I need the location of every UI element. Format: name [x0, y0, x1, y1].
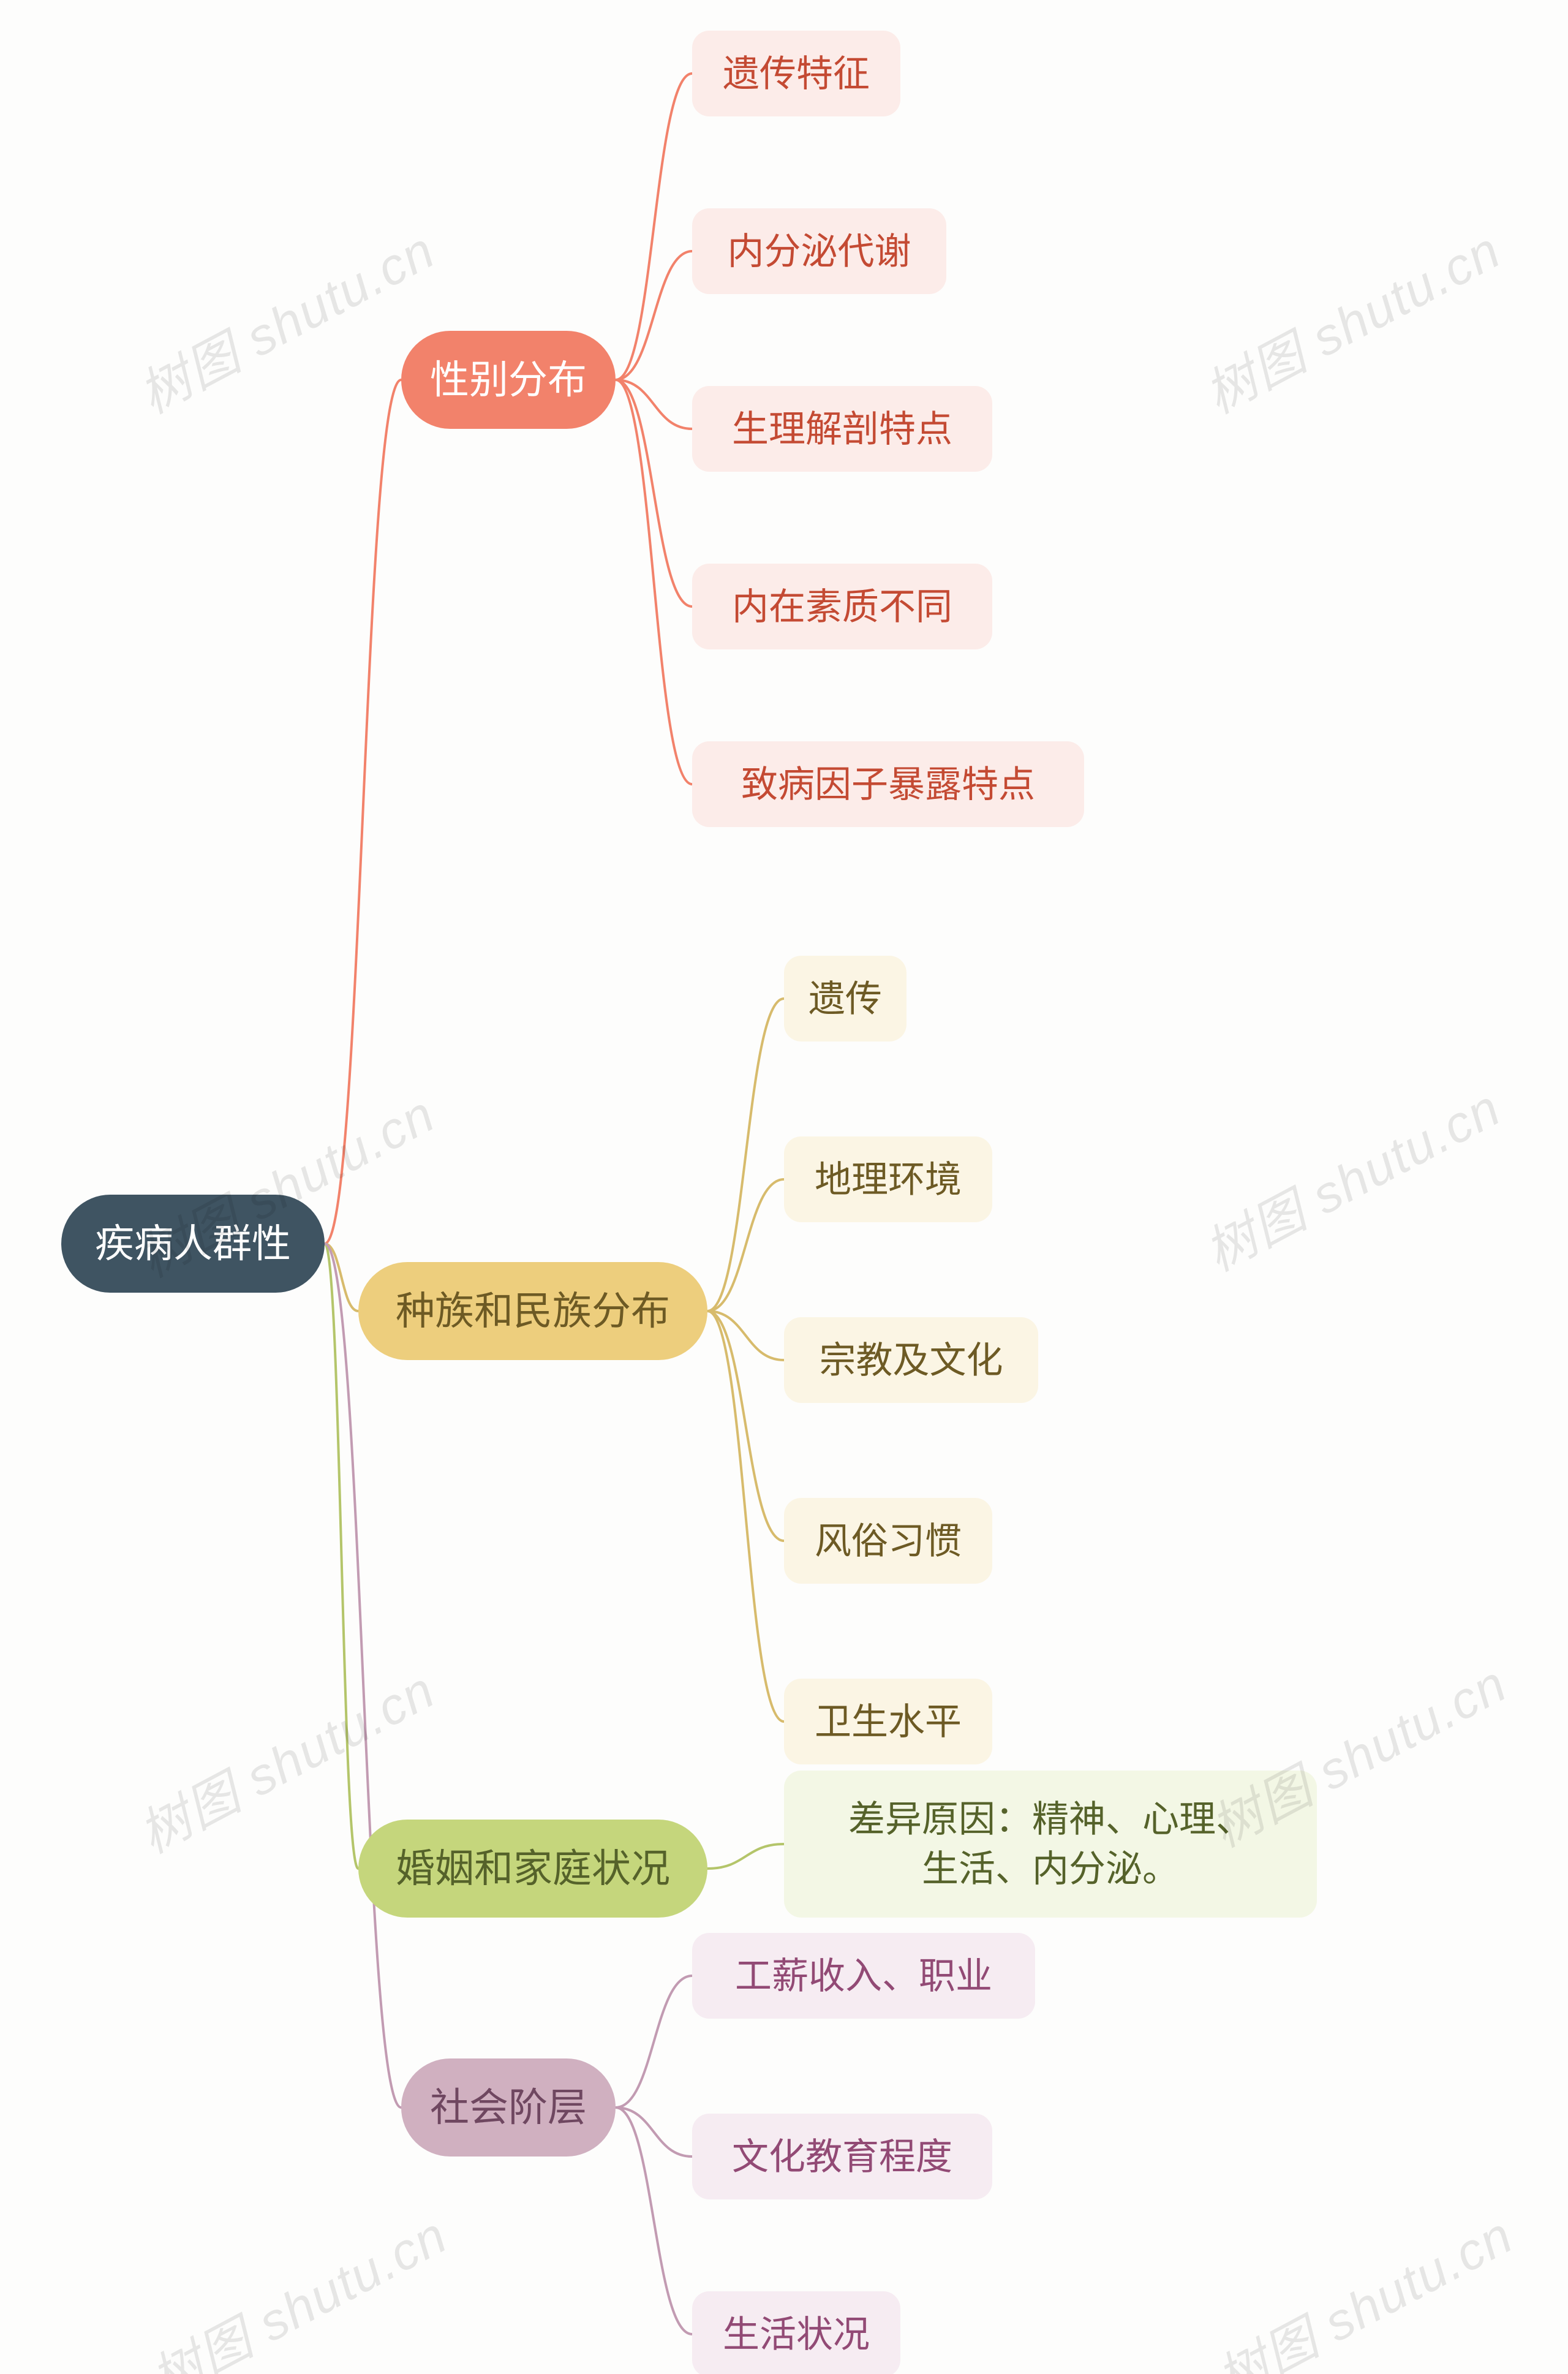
leaf-gender-2: 内分泌代谢: [692, 208, 946, 294]
mindmap-canvas: { "type": "mindmap-tree", "background_co…: [0, 0, 1568, 2374]
watermark-text: 树图 shutu.cn: [1190, 210, 1512, 428]
branch-gender: 性别分布: [401, 331, 616, 429]
leaf-marriage-1: 差异原因：精神、心理、 生活、内分泌。: [784, 1771, 1317, 1918]
watermark-text: 树图 shutu.cn: [1202, 2194, 1525, 2374]
leaf-social-3: 生活状况: [692, 2291, 900, 2374]
branch-marriage: 婚姻和家庭状况: [358, 1820, 707, 1918]
leaf-ethnicity-4: 风俗习惯: [784, 1498, 992, 1584]
watermark-text: 树图 shutu.cn: [1190, 1067, 1512, 1285]
leaf-ethnicity-3: 宗教及文化: [784, 1317, 1038, 1403]
leaf-gender-4: 内在素质不同: [692, 564, 992, 649]
leaf-social-2: 文化教育程度: [692, 2114, 992, 2199]
branch-social: 社会阶层: [401, 2058, 616, 2157]
leaf-social-1: 工薪收入、职业: [692, 1933, 1035, 2019]
leaf-gender-3: 生理解剖特点: [692, 386, 992, 472]
branch-ethnicity: 种族和民族分布: [358, 1262, 707, 1360]
watermark-text: 树图 shutu.cn: [124, 210, 447, 428]
leaf-ethnicity-5: 卫生水平: [784, 1679, 992, 1764]
leaf-gender-5: 致病因子暴露特点: [692, 741, 1084, 827]
leaf-ethnicity-1: 遗传: [784, 956, 907, 1041]
watermark-text: 树图 shutu.cn: [137, 2194, 459, 2374]
leaf-gender-1: 遗传特征: [692, 31, 900, 116]
leaf-ethnicity-2: 地理环境: [784, 1136, 992, 1222]
root-node: 疾病人群性: [61, 1195, 325, 1293]
